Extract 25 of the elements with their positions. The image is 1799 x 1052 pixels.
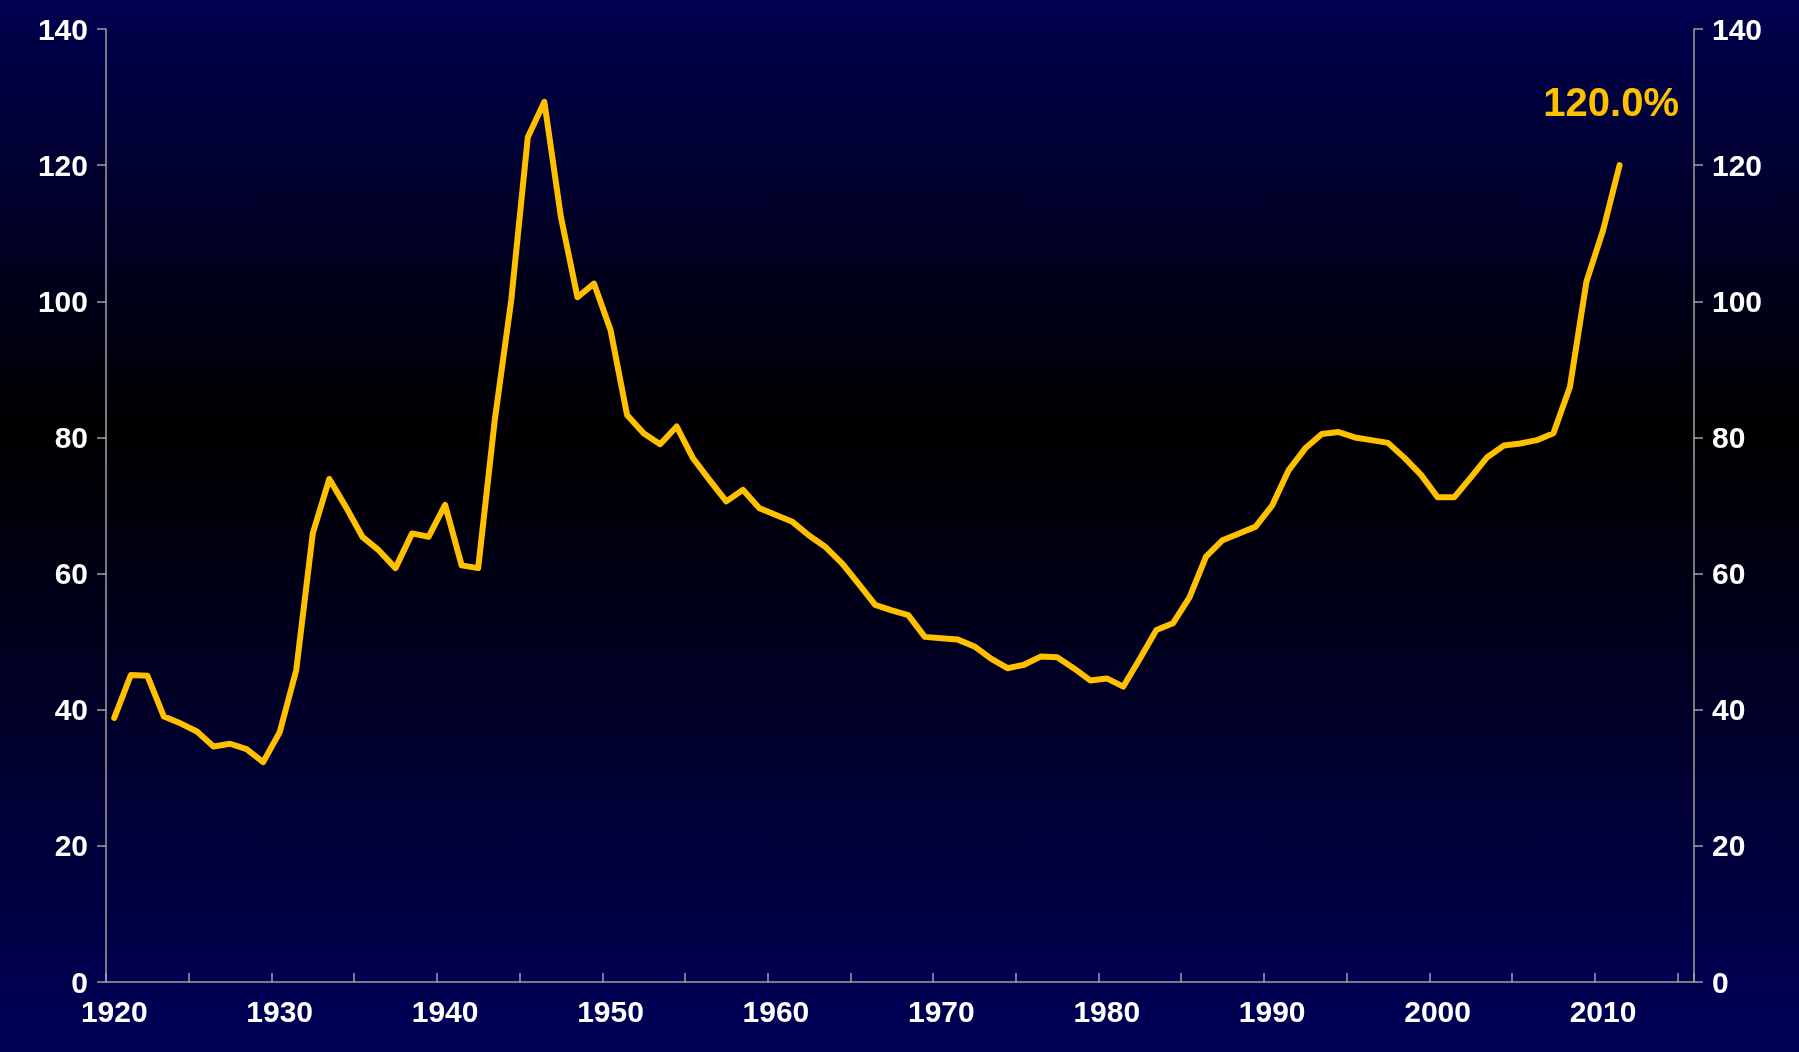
- x-tick-label: 2010: [1569, 994, 1637, 1028]
- y2-tick-label: 20: [1712, 829, 1746, 863]
- x-tick-label: 1960: [742, 994, 810, 1028]
- y-tick-label: 40: [54, 693, 88, 727]
- y-tick-label: 100: [37, 284, 88, 318]
- x-tick-label: 2000: [1404, 994, 1471, 1028]
- y2-tick-label: 80: [1712, 420, 1746, 454]
- y2-tick-label: 100: [1712, 284, 1763, 318]
- y2-tick-label: 0: [1712, 965, 1729, 999]
- x-tick-label: 1970: [907, 994, 975, 1028]
- y2-tick-label: 120: [1712, 148, 1763, 182]
- y-tick-label: 140: [37, 12, 88, 46]
- y-tick-label: 120: [37, 148, 88, 182]
- y-tick-label: 60: [54, 557, 88, 591]
- x-tick-label: 1940: [411, 994, 479, 1028]
- y-tick-label: 80: [54, 420, 88, 454]
- annotation: 120.0%: [1543, 80, 1680, 124]
- y2-tick-label: 140: [1712, 12, 1763, 46]
- y-tick-label: 20: [54, 829, 88, 863]
- x-tick-label: 1980: [1073, 994, 1141, 1028]
- y2-tick-label: 60: [1712, 557, 1746, 591]
- x-tick-label: 1990: [1238, 994, 1306, 1028]
- y2-tick-label: 40: [1712, 693, 1746, 727]
- x-tick-label: 1950: [577, 994, 644, 1028]
- x-tick-label: 1930: [246, 994, 314, 1028]
